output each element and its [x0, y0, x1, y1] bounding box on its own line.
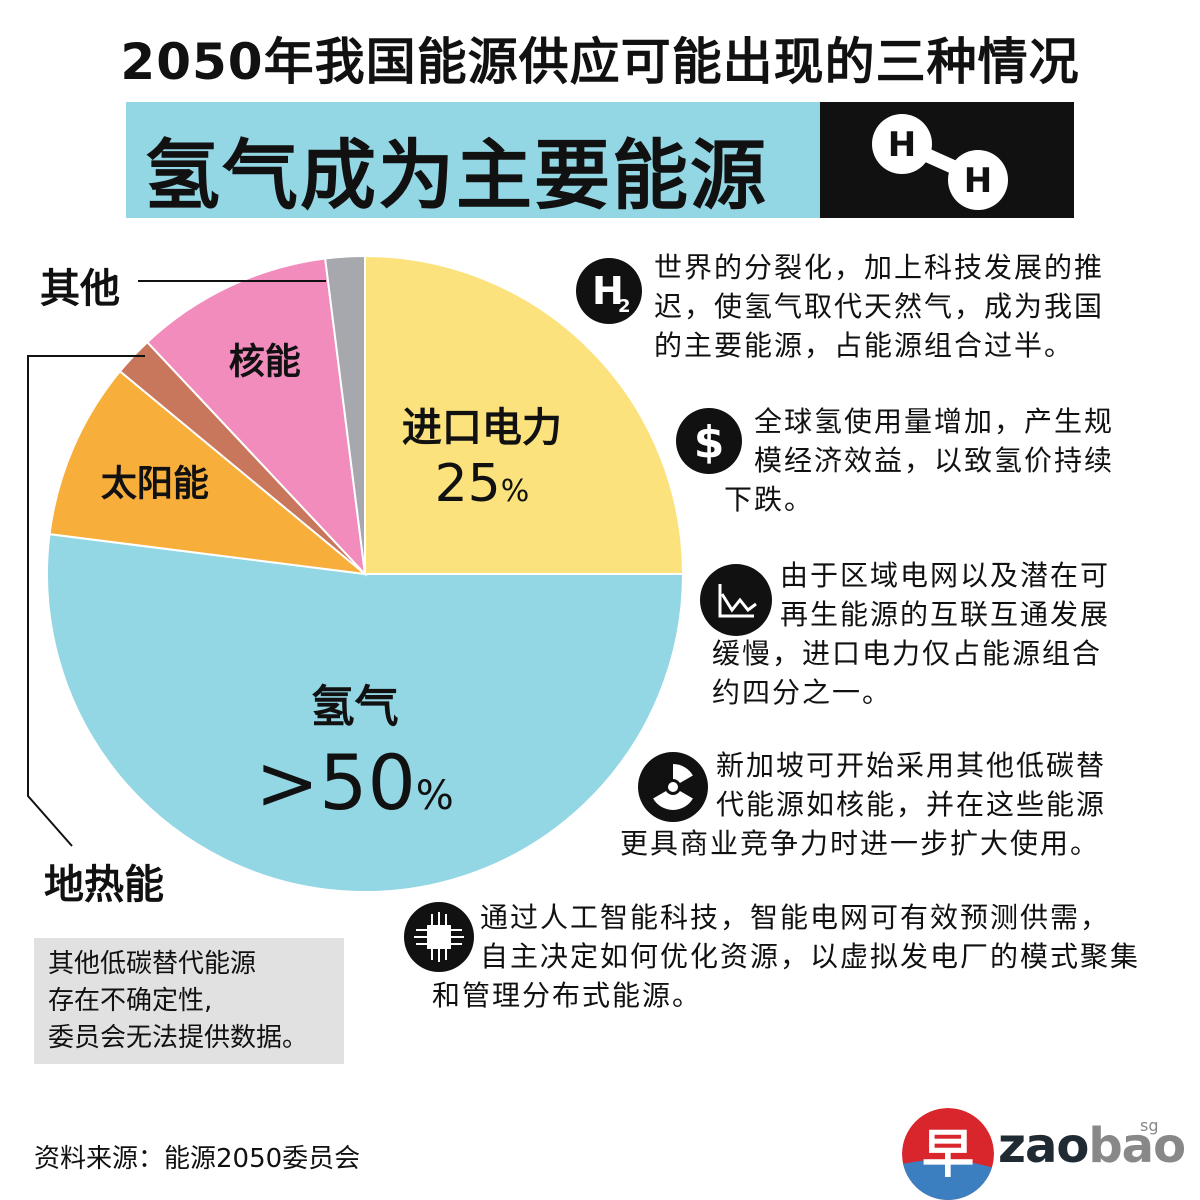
disclaimer-line: 其他低碳替代能源 [48, 949, 257, 979]
banner-molecule-panel: H H [820, 102, 1074, 218]
banner: 氢气成为主要能源 H H [126, 102, 1074, 220]
radiation-icon [638, 752, 708, 822]
logo-wordmark: zaobao [998, 1118, 1186, 1174]
pie-slice-1 [46, 533, 685, 893]
other-callout-label: 其他 [40, 266, 120, 312]
disclaimer-box: 其他低碳替代能源 存在不确定性, 委员会无法提供数据。 [34, 938, 344, 1064]
note-line: 自主决定如何优化资源，以虚拟发电厂的模式聚集 [480, 940, 1141, 973]
note-line: 约四分之一。 [712, 676, 893, 709]
note-line: 全球氢使用量增加，产生规 [754, 405, 1115, 438]
logo-glyph: 早 [922, 1125, 974, 1185]
dollar-icon: $ [676, 408, 742, 474]
note-line: 的主要能源，占能源组合过半。 [654, 329, 1075, 362]
note-line: 和管理分布式能源。 [432, 979, 703, 1012]
note-price: 全球氢使用量增加，产生规 模经济效益，以致氢价持续 下跌。 [724, 402, 1114, 519]
hydrogen-molecule-icon: H H [872, 114, 1008, 210]
pie-slice-4 [145, 257, 367, 577]
slice-label-1: 氢气 [311, 681, 399, 732]
note-line: 通过人工智能科技，智能电网可有效预测供需， [480, 901, 1111, 934]
svg-text:H: H [592, 269, 624, 313]
atom-label-1: H [888, 125, 916, 165]
chip-icon [404, 902, 474, 972]
note-line: 由于区域电网以及潜在可 [780, 559, 1111, 592]
slice-label-4: 核能 [229, 342, 301, 383]
svg-text:2: 2 [618, 296, 631, 317]
note-line: 再生能源的互联互通发展 [780, 598, 1111, 631]
pie-slices [46, 254, 685, 893]
logo-suffix: sg [1140, 1116, 1159, 1135]
note-nuclear: 新加坡可开始采用其他低碳替 代能源如核能，并在这些能源 更具商业竞争力时进一步扩… [620, 746, 1106, 863]
note-line: 世界的分裂化，加上科技发展的推 [654, 251, 1105, 284]
slice-label-0: 进口电力 [402, 405, 562, 451]
slice-percent-0: 25% [435, 454, 530, 514]
note-hydrogen: 世界的分裂化，加上科技发展的推 迟，使氢气取代天然气，成为我国 的主要能源，占能… [654, 248, 1104, 365]
note-line: 代能源如核能，并在这些能源 [716, 788, 1107, 821]
note-line: 下跌。 [724, 483, 815, 516]
note-import: 由于区域电网以及潜在可 再生能源的互联互通发展 缓慢，进口电力仅占能源组合 约四… [712, 556, 1110, 712]
note-line: 新加坡可开始采用其他低碳替 [716, 749, 1107, 782]
chart-down-icon [700, 564, 772, 636]
atom-label-2: H [964, 161, 992, 201]
note-line: 迟，使氢气取代天然气，成为我国 [654, 290, 1105, 323]
geothermal-callout-label: 地热能 [44, 862, 164, 908]
disclaimer-line: 存在不确定性, [48, 986, 213, 1016]
page-title: 2050年我国能源供应可能出现的三种情况 [120, 33, 1080, 91]
zaobao-logo-icon: 早 [902, 1108, 994, 1200]
note-smart-grid: 通过人工智能科技，智能电网可有效预测供需， 自主决定如何优化资源，以虚拟发电厂的… [432, 898, 1140, 1015]
geothermal-leader-line [27, 355, 145, 847]
pie-slice-2 [48, 369, 369, 576]
pie-slice-5 [324, 254, 366, 575]
note-line: 模经济效益，以致氢价持续 [754, 444, 1115, 477]
slice-label-2: 太阳能 [101, 464, 209, 505]
disclaimer-line: 委员会无法提供数据。 [48, 1023, 309, 1053]
note-line: 更具商业竞争力时进一步扩大使用。 [620, 827, 1101, 860]
banner-title: 氢气成为主要能源 [144, 131, 768, 220]
pie-slice-0 [364, 254, 685, 575]
note-line: 缓慢，进口电力仅占能源组合 [712, 637, 1103, 670]
source-note: 资料来源：能源2050委员会 [34, 1144, 361, 1174]
svg-text:$: $ [694, 417, 725, 468]
